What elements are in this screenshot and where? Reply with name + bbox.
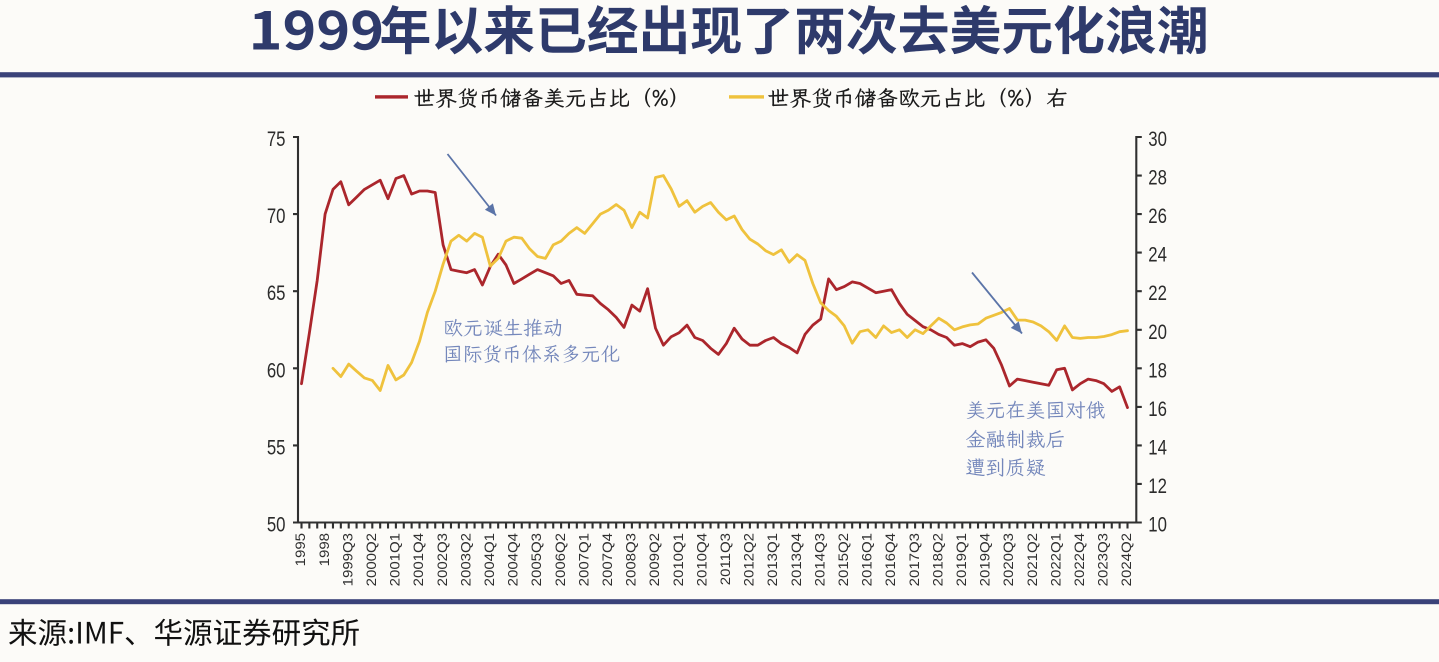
svg-text:2010Q1: 2010Q1 bbox=[671, 533, 686, 586]
svg-text:2024Q2: 2024Q2 bbox=[1120, 533, 1135, 586]
svg-text:2022Q4: 2022Q4 bbox=[1072, 533, 1087, 586]
svg-text:2010Q4: 2010Q4 bbox=[695, 533, 710, 586]
svg-text:14: 14 bbox=[1148, 437, 1167, 460]
svg-text:2014Q3: 2014Q3 bbox=[813, 533, 828, 586]
svg-text:50: 50 bbox=[267, 514, 286, 537]
svg-text:2021Q2: 2021Q2 bbox=[1025, 533, 1040, 586]
svg-text:2019Q4: 2019Q4 bbox=[978, 533, 993, 586]
svg-text:2003Q2: 2003Q2 bbox=[459, 533, 474, 586]
svg-text:16: 16 bbox=[1148, 398, 1167, 421]
svg-text:2006Q2: 2006Q2 bbox=[553, 533, 568, 586]
svg-text:2007Q1: 2007Q1 bbox=[577, 533, 592, 586]
svg-text:70: 70 bbox=[267, 205, 286, 228]
svg-text:2016Q4: 2016Q4 bbox=[884, 533, 899, 586]
svg-text:22: 22 bbox=[1148, 282, 1167, 305]
svg-text:2016Q1: 2016Q1 bbox=[860, 533, 875, 586]
svg-text:2001Q1: 2001Q1 bbox=[388, 533, 403, 586]
svg-text:2022Q1: 2022Q1 bbox=[1049, 533, 1064, 586]
svg-text:2012Q2: 2012Q2 bbox=[742, 533, 757, 586]
svg-text:2004Q1: 2004Q1 bbox=[482, 533, 497, 586]
svg-text:24: 24 bbox=[1148, 244, 1167, 267]
svg-text:2020Q3: 2020Q3 bbox=[1002, 533, 1017, 586]
svg-text:20: 20 bbox=[1148, 321, 1167, 344]
svg-text:2001Q4: 2001Q4 bbox=[412, 533, 427, 586]
svg-text:2011Q3: 2011Q3 bbox=[718, 533, 733, 585]
svg-text:1999Q3: 1999Q3 bbox=[341, 533, 356, 586]
svg-text:65: 65 bbox=[267, 282, 286, 305]
svg-text:2002Q3: 2002Q3 bbox=[435, 533, 450, 586]
svg-text:2017Q3: 2017Q3 bbox=[907, 533, 922, 586]
svg-text:2013Q4: 2013Q4 bbox=[789, 533, 804, 586]
svg-text:2008Q3: 2008Q3 bbox=[624, 533, 639, 586]
svg-text:2015Q2: 2015Q2 bbox=[836, 533, 851, 586]
svg-text:1998: 1998 bbox=[317, 533, 332, 566]
svg-text:2013Q1: 2013Q1 bbox=[766, 533, 781, 586]
svg-text:2005Q3: 2005Q3 bbox=[530, 533, 545, 586]
svg-text:10: 10 bbox=[1148, 514, 1167, 537]
svg-text:2019Q1: 2019Q1 bbox=[954, 533, 969, 586]
svg-text:60: 60 bbox=[267, 359, 286, 382]
svg-text:2023Q3: 2023Q3 bbox=[1096, 533, 1111, 586]
svg-text:30: 30 bbox=[1148, 128, 1167, 151]
svg-text:18: 18 bbox=[1148, 359, 1167, 382]
svg-text:55: 55 bbox=[267, 437, 286, 460]
svg-text:2004Q4: 2004Q4 bbox=[506, 533, 521, 586]
svg-text:75: 75 bbox=[267, 128, 286, 151]
svg-text:28: 28 bbox=[1148, 167, 1167, 190]
svg-text:1995: 1995 bbox=[294, 533, 309, 566]
svg-text:2018Q2: 2018Q2 bbox=[931, 533, 946, 586]
svg-text:2009Q2: 2009Q2 bbox=[648, 533, 663, 586]
svg-text:26: 26 bbox=[1148, 205, 1167, 228]
svg-text:12: 12 bbox=[1148, 475, 1167, 498]
svg-text:2000Q2: 2000Q2 bbox=[364, 533, 379, 586]
svg-text:2007Q4: 2007Q4 bbox=[600, 533, 615, 586]
